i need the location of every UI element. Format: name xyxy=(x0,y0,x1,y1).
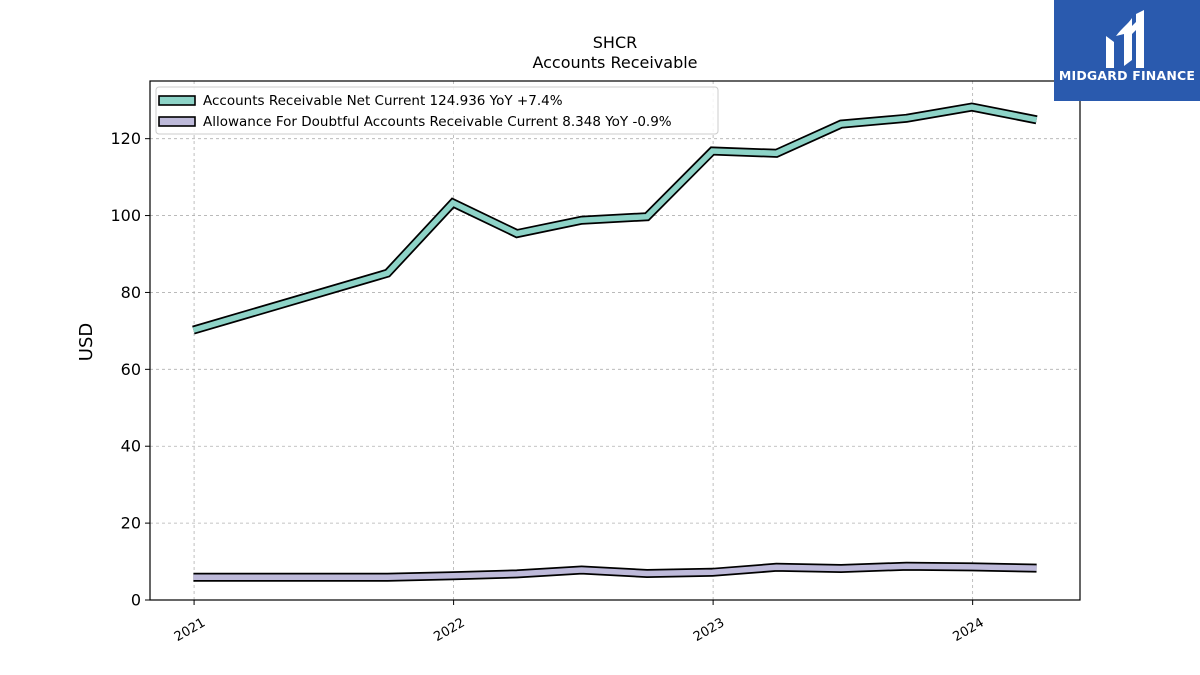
legend-box xyxy=(155,86,719,135)
y-tick-label: 40 xyxy=(121,437,141,456)
brand-logo-icon xyxy=(1106,10,1144,68)
plot-frame xyxy=(149,80,1081,601)
brand-logo: MIDGARD FINANCE xyxy=(1054,0,1200,101)
chart-title: Accounts Receivable xyxy=(532,53,697,72)
y-tick-label: 20 xyxy=(121,514,141,533)
x-tick-label: 2024 xyxy=(950,615,986,645)
legend-label: Allowance For Doubtful Accounts Receivab… xyxy=(203,114,672,130)
chart-ticker: SHCR xyxy=(593,33,637,52)
legend: Accounts Receivable Net Current 124.936 … xyxy=(155,86,719,135)
series-line xyxy=(192,104,1038,333)
y-tick-label: 60 xyxy=(121,360,141,379)
y-tick-label: 80 xyxy=(121,283,141,302)
legend-swatch xyxy=(158,116,196,127)
y-axis-label: USD xyxy=(76,323,97,361)
legend-swatch xyxy=(158,95,196,106)
y-tick-label: 0 xyxy=(131,591,141,610)
legend-label: Accounts Receivable Net Current 124.936 … xyxy=(203,93,563,109)
x-tick-label: 2022 xyxy=(431,615,467,645)
series-line xyxy=(193,563,1037,581)
x-tick-label: 2023 xyxy=(691,615,727,645)
y-tick-label: 100 xyxy=(110,206,141,225)
y-tick-label: 120 xyxy=(110,129,141,148)
x-tick-label: 2021 xyxy=(172,615,208,645)
brand-logo-text: MIDGARD FINANCE xyxy=(1058,68,1196,83)
